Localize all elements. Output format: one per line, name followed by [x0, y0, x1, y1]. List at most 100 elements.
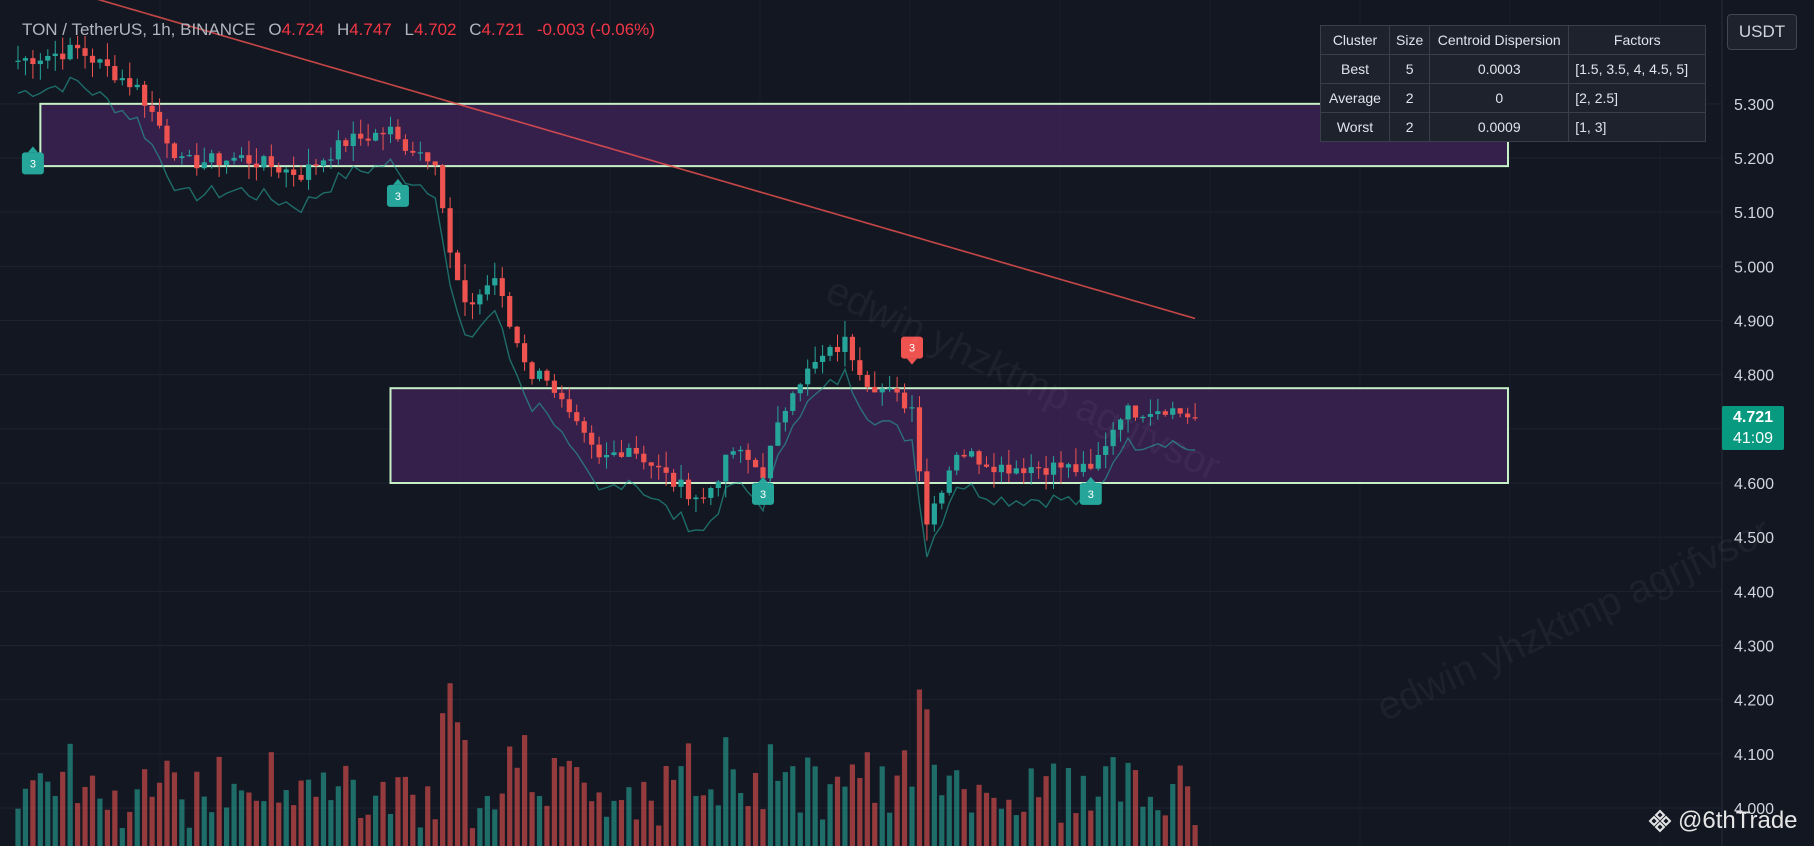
volume-bar: [514, 767, 520, 846]
volume-bar: [127, 811, 133, 846]
price-tick-label: 4.000: [1734, 801, 1774, 818]
cell-size: 5: [1388, 54, 1431, 84]
volume-bar: [104, 809, 110, 846]
volume-bar: [633, 819, 639, 846]
volume-bar: [715, 805, 721, 846]
candle-body: [60, 53, 66, 60]
candle-body: [626, 447, 632, 457]
candle-body: [1170, 408, 1176, 415]
candle-body: [186, 155, 192, 157]
volume-bar: [313, 796, 319, 846]
volume-bar: [142, 769, 148, 846]
volume-bar: [812, 766, 818, 846]
candle-body: [425, 152, 431, 162]
volume-bar: [544, 805, 550, 846]
volume-bar: [857, 777, 863, 846]
candle-body: [983, 464, 990, 467]
volume-bar: [454, 722, 461, 846]
volume-bar: [581, 782, 587, 846]
low-label: L: [404, 20, 414, 39]
volume-bar: [648, 800, 654, 846]
volume-bar: [1095, 796, 1101, 846]
last-price-value: 4.721: [1732, 409, 1774, 426]
candle-body: [939, 492, 945, 504]
cell-dispersion: 0.0009: [1429, 112, 1570, 142]
cluster-table: Cluster Size Centroid Dispersion Factors…: [1320, 25, 1707, 142]
price-tick-label: 4.600: [1734, 476, 1774, 493]
candle-body: [1110, 429, 1116, 447]
candle-body: [842, 336, 848, 352]
volume-bar: [641, 781, 647, 846]
volume-bar: [723, 737, 729, 846]
price-tick-label: 5.200: [1734, 151, 1774, 168]
volume-bar: [447, 683, 453, 846]
candle-body: [1177, 408, 1183, 414]
volume-bar: [283, 790, 289, 846]
signal-pointer: [1085, 476, 1096, 483]
table-row: Best 5 0.0003 [1.5, 3.5, 4, 4.5, 5]: [1320, 54, 1707, 84]
col-factors: Factors: [1568, 25, 1707, 55]
candle-body: [678, 479, 684, 487]
volume-bar: [365, 814, 371, 846]
candle-body: [1088, 463, 1094, 469]
candle-body: [313, 164, 319, 166]
volume-bar: [760, 809, 766, 846]
volume-bar: [119, 828, 125, 846]
volume-bar: [551, 757, 557, 846]
candle-body: [1103, 446, 1109, 456]
volume-bar: [22, 788, 29, 846]
volume-bar: [1065, 768, 1072, 846]
candle-body: [514, 326, 520, 344]
table-row: Worst 2 0.0009 [1, 3]: [1320, 112, 1707, 142]
candle-body: [417, 152, 423, 154]
volume-bar: [268, 752, 274, 846]
candle-body: [544, 370, 550, 381]
volume-bar: [894, 775, 900, 846]
volume-bar: [954, 770, 960, 846]
volume-bar: [1192, 825, 1198, 846]
volume-bar: [738, 793, 744, 846]
volume-bar: [477, 808, 483, 846]
candle-body: [1013, 468, 1019, 474]
cell-dispersion: 0: [1429, 83, 1570, 113]
candle-body: [402, 139, 408, 151]
volume-bar: [37, 773, 43, 846]
candle-body: [805, 368, 811, 385]
open-value: 4.724: [281, 20, 325, 39]
candle-body: [1162, 411, 1168, 415]
volume-bar: [752, 772, 759, 846]
price-tick-label: 4.200: [1734, 693, 1774, 710]
volume-bar: [671, 779, 677, 846]
candle-body: [745, 449, 751, 460]
currency-button[interactable]: USDT: [1727, 14, 1797, 50]
candle-body: [916, 407, 923, 472]
buy-signal-marker: 3: [386, 178, 409, 207]
volume-bar: [343, 765, 349, 846]
signal-badge: [901, 336, 923, 359]
candle-body: [879, 388, 885, 393]
volume-bar: [469, 828, 476, 846]
volume-bar: [700, 795, 706, 846]
candle-body: [224, 160, 230, 166]
volume-bar: [507, 746, 513, 846]
signal-badge: [752, 482, 774, 505]
candle-body: [857, 360, 863, 375]
low-value: 4.702: [413, 20, 457, 39]
candle-body: [45, 56, 51, 61]
volume-bar: [402, 776, 408, 846]
symbol-name[interactable]: TON / TetherUS, 1h, BINANCE: [22, 20, 256, 39]
volume-bar: [1162, 815, 1168, 846]
volume-bar: [238, 790, 245, 846]
signal-pointer: [27, 146, 38, 153]
candle-body: [849, 336, 855, 361]
candle-body: [134, 84, 140, 88]
candle-body: [872, 386, 878, 393]
volume-bar: [201, 796, 207, 846]
symbol-legend: TON / TetherUS, 1h, BINANCE O4.724 H4.74…: [22, 20, 655, 40]
candle-body: [112, 66, 118, 81]
candle-body: [1192, 417, 1198, 419]
cell-cluster: Average: [1320, 83, 1390, 113]
volume-bar: [1013, 815, 1019, 846]
volume-bar: [291, 805, 297, 846]
